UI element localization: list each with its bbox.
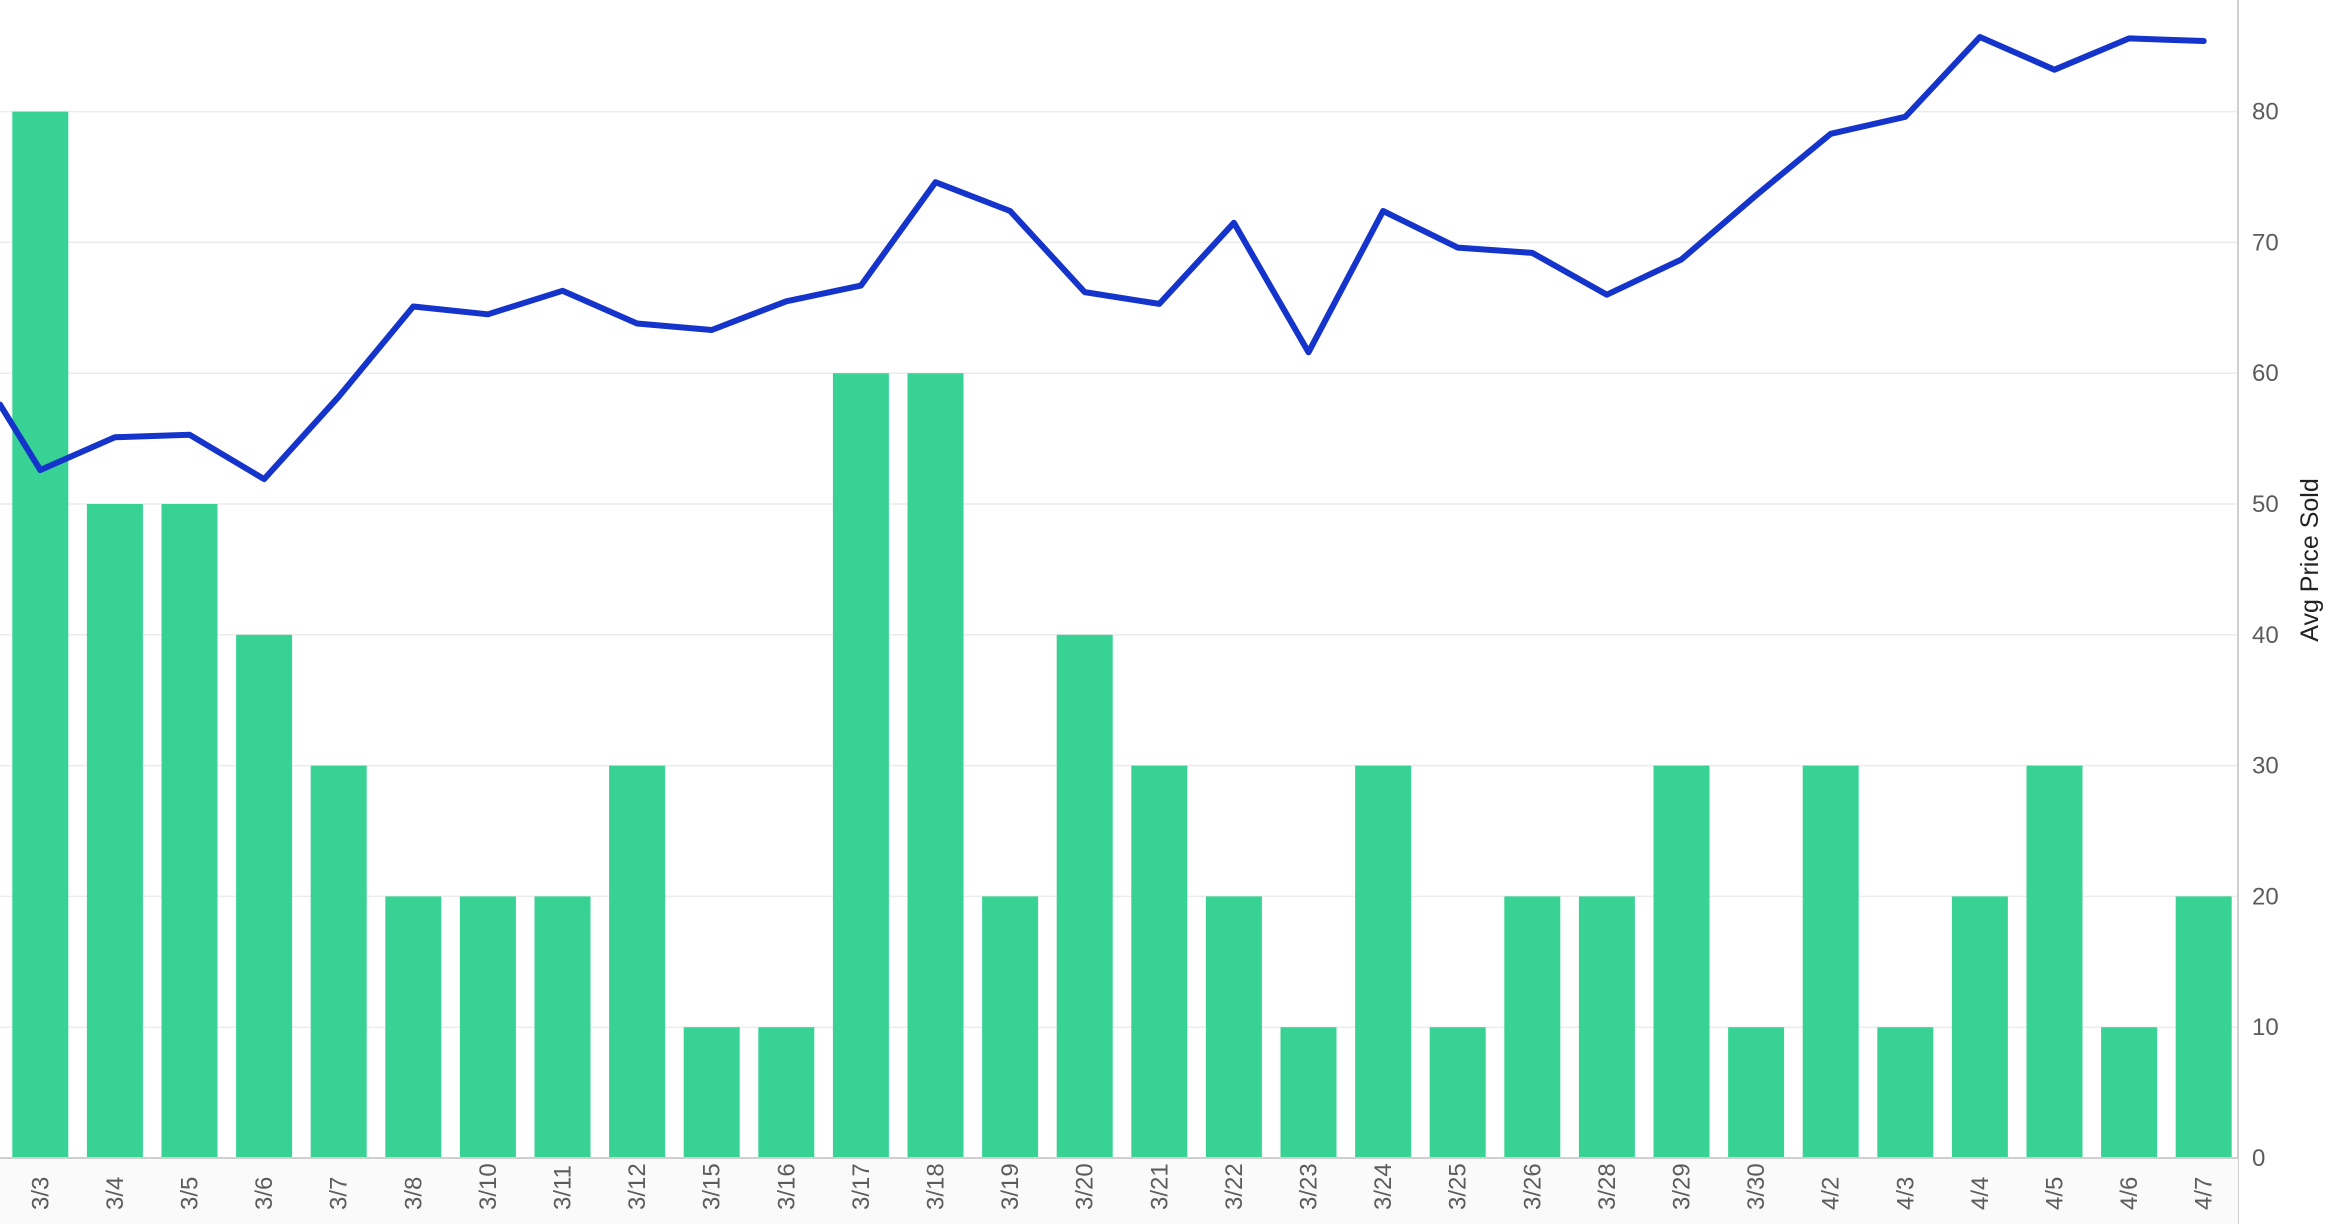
x-tick-label: 3/22 (1221, 1163, 1248, 1210)
x-tick-label: 3/23 (1296, 1163, 1323, 1210)
bar (2026, 765, 2083, 1158)
bar (12, 111, 69, 1159)
y-tick-label: 10 (2252, 1014, 2279, 1041)
bar (86, 504, 143, 1158)
bar (459, 896, 516, 1158)
bar (534, 896, 591, 1158)
bar (1429, 1027, 1486, 1158)
y-tick-label: 30 (2252, 753, 2279, 780)
bar (236, 634, 293, 1158)
x-tick-label: 4/7 (2191, 1177, 2218, 1210)
bar (683, 1027, 740, 1158)
x-tick-label: 3/29 (1669, 1163, 1696, 1210)
x-tick-labels: 3/3 3/4 3/5 3/6 3/7 3/8 3/10 3/11 3/12 3/15 3/16 3/… (27, 1163, 2217, 1210)
x-tick-label: 3/18 (923, 1163, 950, 1210)
bar (385, 896, 442, 1158)
bar (1205, 896, 1262, 1158)
line-series (0, 34, 2207, 483)
y-axis-title: Avg Price Sold (2296, 478, 2324, 642)
avg-price-line (0, 34, 2207, 483)
bar (1578, 896, 1635, 1158)
x-tick-label: 3/19 (997, 1163, 1024, 1210)
x-tick-label: 3/28 (1594, 1163, 1621, 1210)
bar (2101, 1027, 2158, 1158)
x-tick-label: 3/8 (400, 1177, 427, 1210)
x-tick-label: 3/5 (177, 1177, 204, 1210)
y-tick-label: 80 (2252, 99, 2279, 126)
bar (832, 373, 889, 1158)
y-tick-label: 0 (2252, 1145, 2265, 1172)
y-tick-labels: 0 10 20 30 40 50 60 70 80 (2252, 99, 2279, 1172)
x-tick-label: 3/6 (251, 1177, 278, 1210)
bar (1653, 765, 1710, 1158)
x-tick-label: 3/21 (1146, 1163, 1173, 1210)
bar (1355, 765, 1412, 1158)
bar (1728, 1027, 1785, 1158)
x-tick-label: 3/25 (1445, 1163, 1472, 1210)
bar (161, 504, 218, 1158)
bar (1877, 1027, 1934, 1158)
x-tick-label: 3/16 (773, 1163, 800, 1210)
x-tick-label: 3/24 (1370, 1163, 1397, 1210)
x-axis-band (0, 1159, 2238, 1224)
bar (1951, 896, 2008, 1158)
bar (2175, 896, 2232, 1158)
x-tick-label: 3/17 (848, 1163, 875, 1210)
y-tick-label: 60 (2252, 360, 2279, 387)
x-tick-label: 3/7 (326, 1177, 353, 1210)
x-tick-label: 3/15 (699, 1163, 726, 1210)
x-tick-label: 4/2 (1818, 1177, 1845, 1210)
bar-series (12, 111, 2232, 1159)
axes (0, 0, 2239, 1224)
y-tick-label: 20 (2252, 883, 2279, 910)
x-tick-label: 3/12 (624, 1163, 651, 1210)
x-tick-label: 4/4 (1967, 1177, 1994, 1210)
x-tick-label: 3/30 (1743, 1163, 1770, 1210)
bar (1280, 1027, 1337, 1158)
x-tick-label: 3/11 (550, 1165, 577, 1210)
y-tick-label: 50 (2252, 491, 2279, 518)
y-tick-label: 70 (2252, 229, 2279, 256)
bar (982, 896, 1039, 1158)
y-tick-label: 40 (2252, 622, 2279, 649)
x-tick-label: 3/3 (27, 1177, 54, 1210)
x-tick-label: 3/26 (1519, 1163, 1546, 1210)
bar (1504, 896, 1561, 1158)
bar (1802, 765, 1859, 1158)
gridlines (0, 110, 2238, 1028)
x-tick-label: 3/10 (475, 1163, 502, 1210)
x-tick-label: 4/6 (2116, 1177, 2143, 1210)
x-tick-label: 3/20 (1072, 1163, 1099, 1210)
x-tick-label: 4/3 (1892, 1177, 1919, 1210)
bar (1131, 765, 1188, 1158)
bar (609, 765, 666, 1158)
x-tick-label: 3/4 (102, 1177, 129, 1210)
bar (907, 373, 964, 1158)
x-tick-label: 4/5 (2042, 1177, 2069, 1210)
bar (758, 1027, 815, 1158)
bar (310, 765, 367, 1158)
bar (1056, 634, 1113, 1158)
